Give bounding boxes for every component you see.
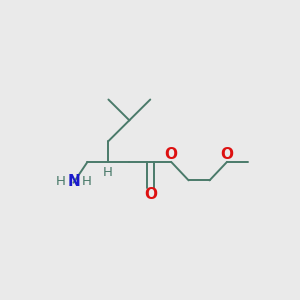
Text: H: H: [102, 166, 112, 179]
Text: O: O: [144, 187, 157, 202]
Text: O: O: [165, 148, 178, 163]
Text: H: H: [56, 175, 66, 188]
Text: O: O: [220, 148, 233, 163]
Text: N: N: [67, 174, 80, 189]
Text: H: H: [81, 175, 91, 188]
